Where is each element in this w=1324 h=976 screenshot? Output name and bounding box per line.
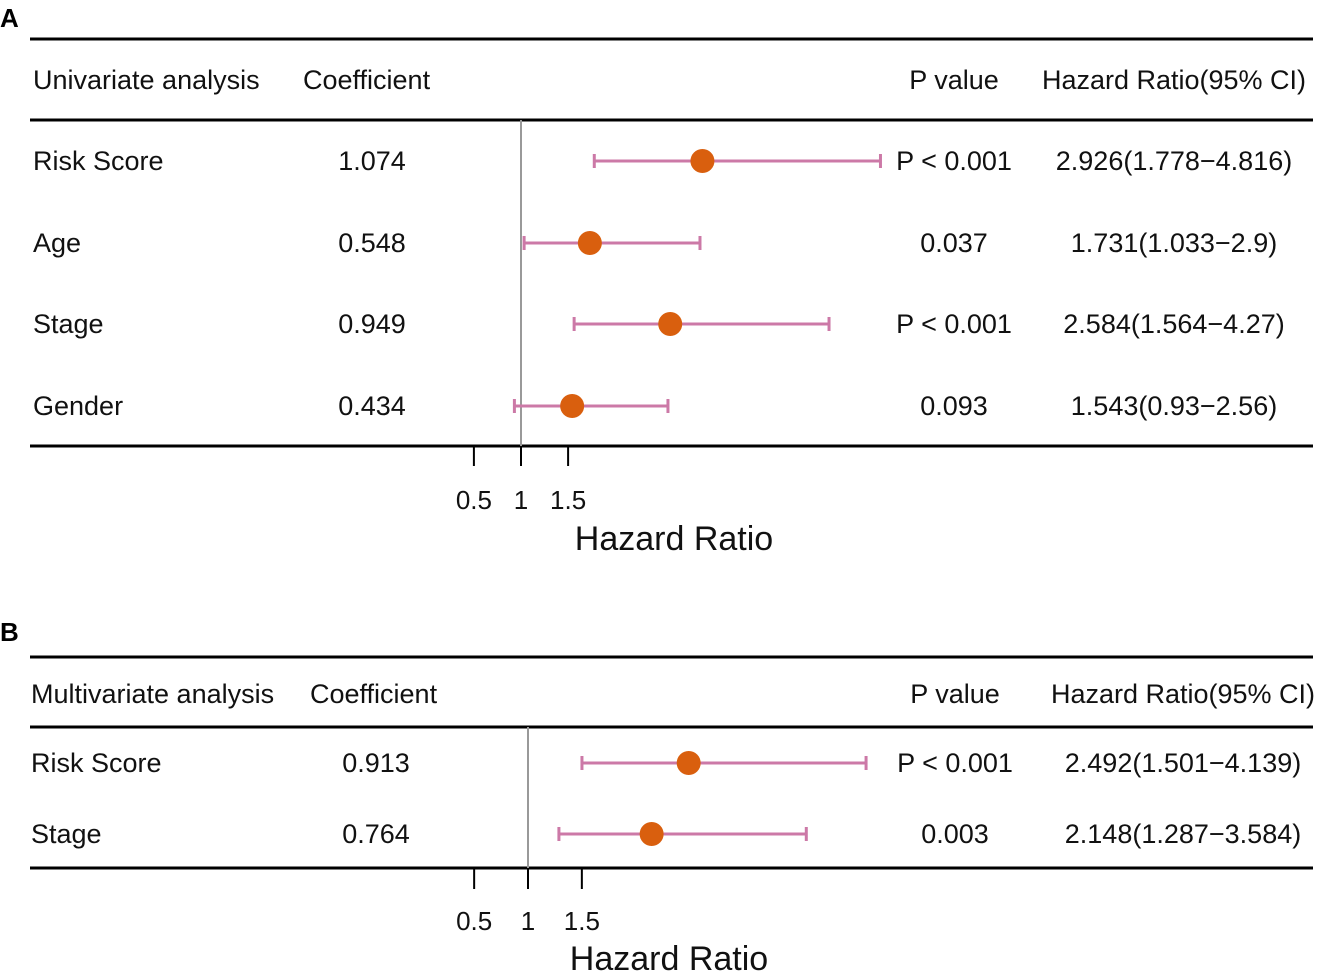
hazard-ratio-value: 1.731(1.033−2.9): [1071, 228, 1277, 258]
row-label: Gender: [33, 391, 123, 421]
panel-b: B Multivariate analysis Coefficient P va…: [0, 617, 1315, 976]
p-value: 0.037: [920, 228, 988, 258]
hazard-ratio-point: [639, 822, 664, 846]
row-group: Risk Score 1.074 P < 0.001 2.926(1.778−4.81…: [33, 146, 1292, 421]
hazard-ratio-value: 1.543(0.93−2.56): [1071, 391, 1277, 421]
analysis-header: Multivariate analysis: [31, 679, 274, 709]
x-axis-title: Hazard Ratio: [575, 520, 773, 558]
panel-a-label: A: [0, 3, 19, 33]
p-value: P < 0.001: [896, 146, 1012, 176]
p-value: P < 0.001: [897, 748, 1013, 778]
p-value: 0.003: [921, 819, 989, 849]
row-label: Risk Score: [31, 748, 162, 778]
p-value: P < 0.001: [896, 309, 1012, 339]
hazard-ratio-header: Hazard Ratio(95% CI): [1051, 679, 1315, 709]
x-tick-label: 0.5: [456, 906, 492, 936]
row-label: Stage: [33, 309, 104, 339]
plot-area: 0.5 1 1.5: [456, 727, 868, 936]
x-tick-label: 1.5: [550, 485, 586, 515]
x-tick-label: 1: [521, 906, 535, 936]
row-label: Stage: [31, 819, 102, 849]
hazard-ratio-value: 2.584(1.564−4.27): [1063, 309, 1284, 339]
panel-b-label: B: [0, 617, 19, 647]
hazard-ratio-point: [676, 751, 701, 775]
row-label: Risk Score: [33, 146, 164, 176]
x-axis-title: Hazard Ratio: [570, 940, 768, 976]
coefficient-value: 0.548: [338, 228, 406, 258]
x-tick-label: 1: [514, 485, 528, 515]
coefficient-value: 0.434: [338, 391, 406, 421]
p-value: 0.093: [920, 391, 988, 421]
row-label: Age: [33, 228, 81, 258]
plot-area: 0.5 1 1.5: [456, 120, 882, 515]
coefficient-header: Coefficient: [310, 679, 438, 709]
pvalue-header: P value: [909, 65, 999, 95]
hazard-ratio-value: 2.492(1.501−4.139): [1065, 748, 1301, 778]
hazard-ratio-point: [560, 394, 585, 418]
coefficient-header: Coefficient: [303, 65, 431, 95]
coefficient-value: 0.913: [342, 748, 410, 778]
hazard-ratio-point: [690, 149, 715, 173]
panel-a: A Univariate analysis Coefficient P valu…: [0, 3, 1313, 558]
hazard-ratio-point: [658, 312, 683, 336]
hazard-ratio-point: [577, 231, 602, 255]
coefficient-value: 0.949: [338, 309, 406, 339]
hazard-ratio-value: 2.926(1.778−4.816): [1056, 146, 1292, 176]
x-tick-label: 1.5: [564, 906, 600, 936]
pvalue-header: P value: [910, 679, 1000, 709]
x-tick-label: 0.5: [456, 485, 492, 515]
analysis-header: Univariate analysis: [33, 65, 260, 95]
coefficient-value: 0.764: [342, 819, 410, 849]
hazard-ratio-value: 2.148(1.287−3.584): [1065, 819, 1301, 849]
hazard-ratio-header: Hazard Ratio(95% CI): [1042, 65, 1306, 95]
coefficient-value: 1.074: [338, 146, 406, 176]
row-group: Risk Score 0.913 P < 0.001 2.492(1.501−4.13…: [31, 748, 1301, 849]
